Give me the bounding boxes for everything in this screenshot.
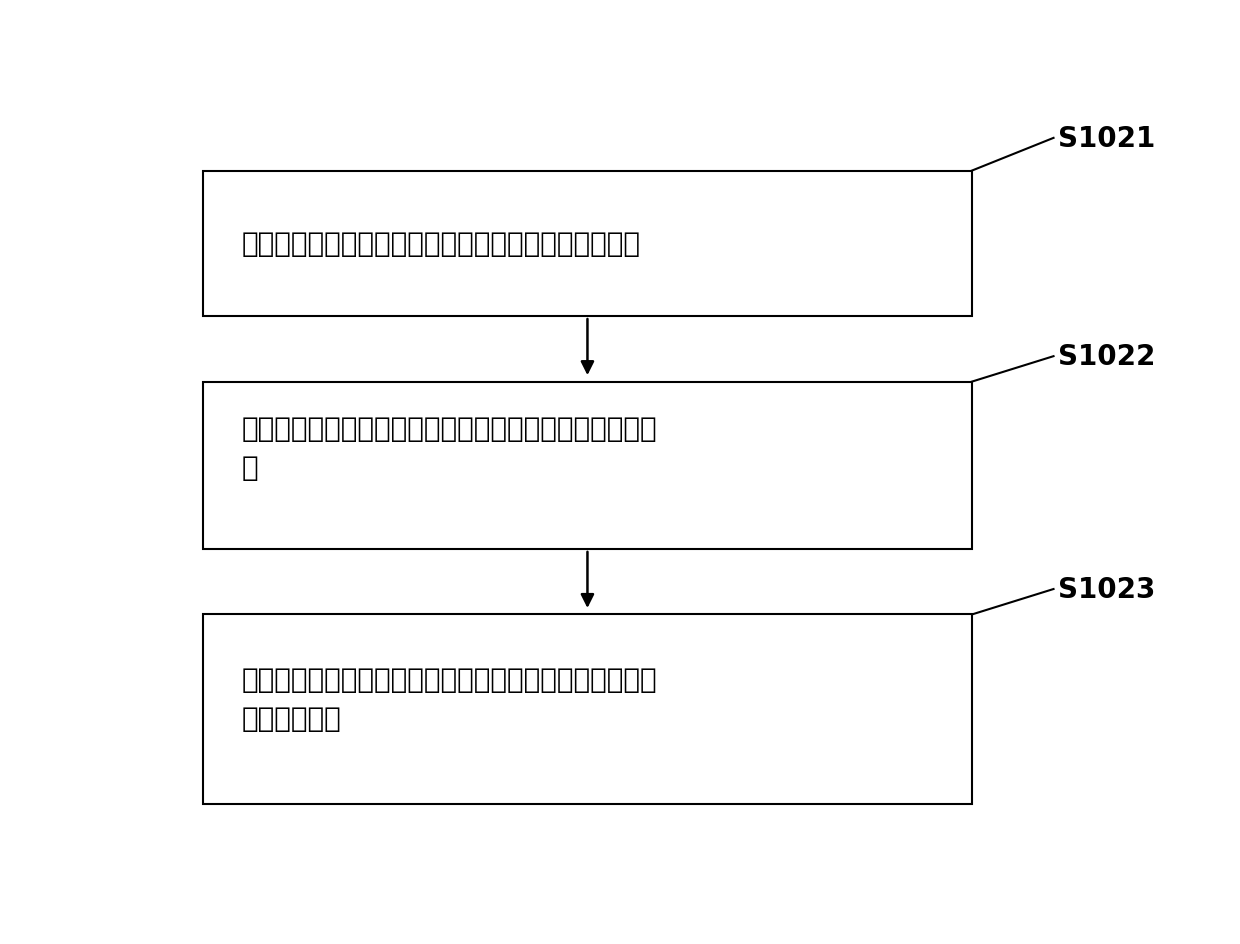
Bar xyxy=(203,382,972,549)
Text: 基于确定出的断点将待分析的胎心率曲线截取为多个曲线
段: 基于确定出的断点将待分析的胎心率曲线截取为多个曲线 段 xyxy=(242,414,657,481)
Text: S1023: S1023 xyxy=(1058,576,1156,603)
Text: 在待分析的胎心率曲线中确定时长大于第一阈值的断点: 在待分析的胎心率曲线中确定时长大于第一阈值的断点 xyxy=(242,230,641,258)
Bar xyxy=(203,615,972,804)
Text: S1022: S1022 xyxy=(1058,343,1156,371)
Text: S1021: S1021 xyxy=(1058,125,1156,153)
Bar xyxy=(203,172,972,317)
Text: 从多个曲线段中选取出同时满足第一筛选条件和第二筛选
条件的曲线段: 从多个曲线段中选取出同时满足第一筛选条件和第二筛选 条件的曲线段 xyxy=(242,665,657,732)
